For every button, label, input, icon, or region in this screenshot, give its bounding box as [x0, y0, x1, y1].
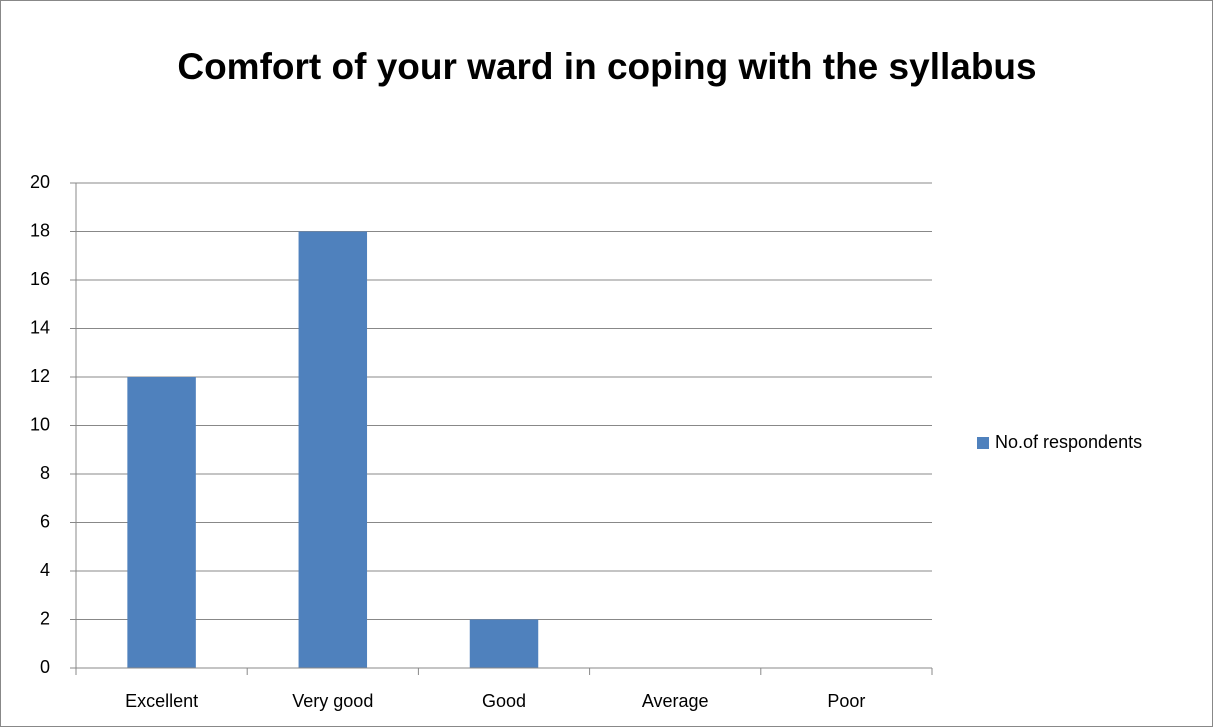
y-tick-label: 4	[40, 560, 50, 580]
legend-swatch	[977, 437, 989, 449]
bar	[127, 377, 196, 668]
y-tick-label: 14	[30, 317, 50, 337]
y-tick-label: 8	[40, 463, 50, 483]
x-tick-label: Excellent	[125, 691, 198, 711]
y-tick-label: 16	[30, 269, 50, 289]
y-tick-label: 0	[40, 657, 50, 677]
y-tick-label: 18	[30, 220, 50, 240]
x-tick-label: Poor	[827, 691, 865, 711]
y-tick-label: 20	[30, 172, 50, 192]
x-tick-label: Very good	[292, 691, 373, 711]
y-tick-label: 2	[40, 608, 50, 628]
y-tick-label: 10	[30, 414, 50, 434]
chart-title: Comfort of your ward in coping with the …	[177, 46, 1037, 87]
x-tick-label: Good	[482, 691, 526, 711]
legend-label: No.of respondents	[995, 432, 1142, 452]
bar	[298, 231, 368, 668]
y-tick-label: 12	[30, 366, 50, 386]
bar	[469, 619, 539, 668]
y-tick-label: 6	[40, 511, 50, 531]
x-tick-label: Average	[642, 691, 709, 711]
